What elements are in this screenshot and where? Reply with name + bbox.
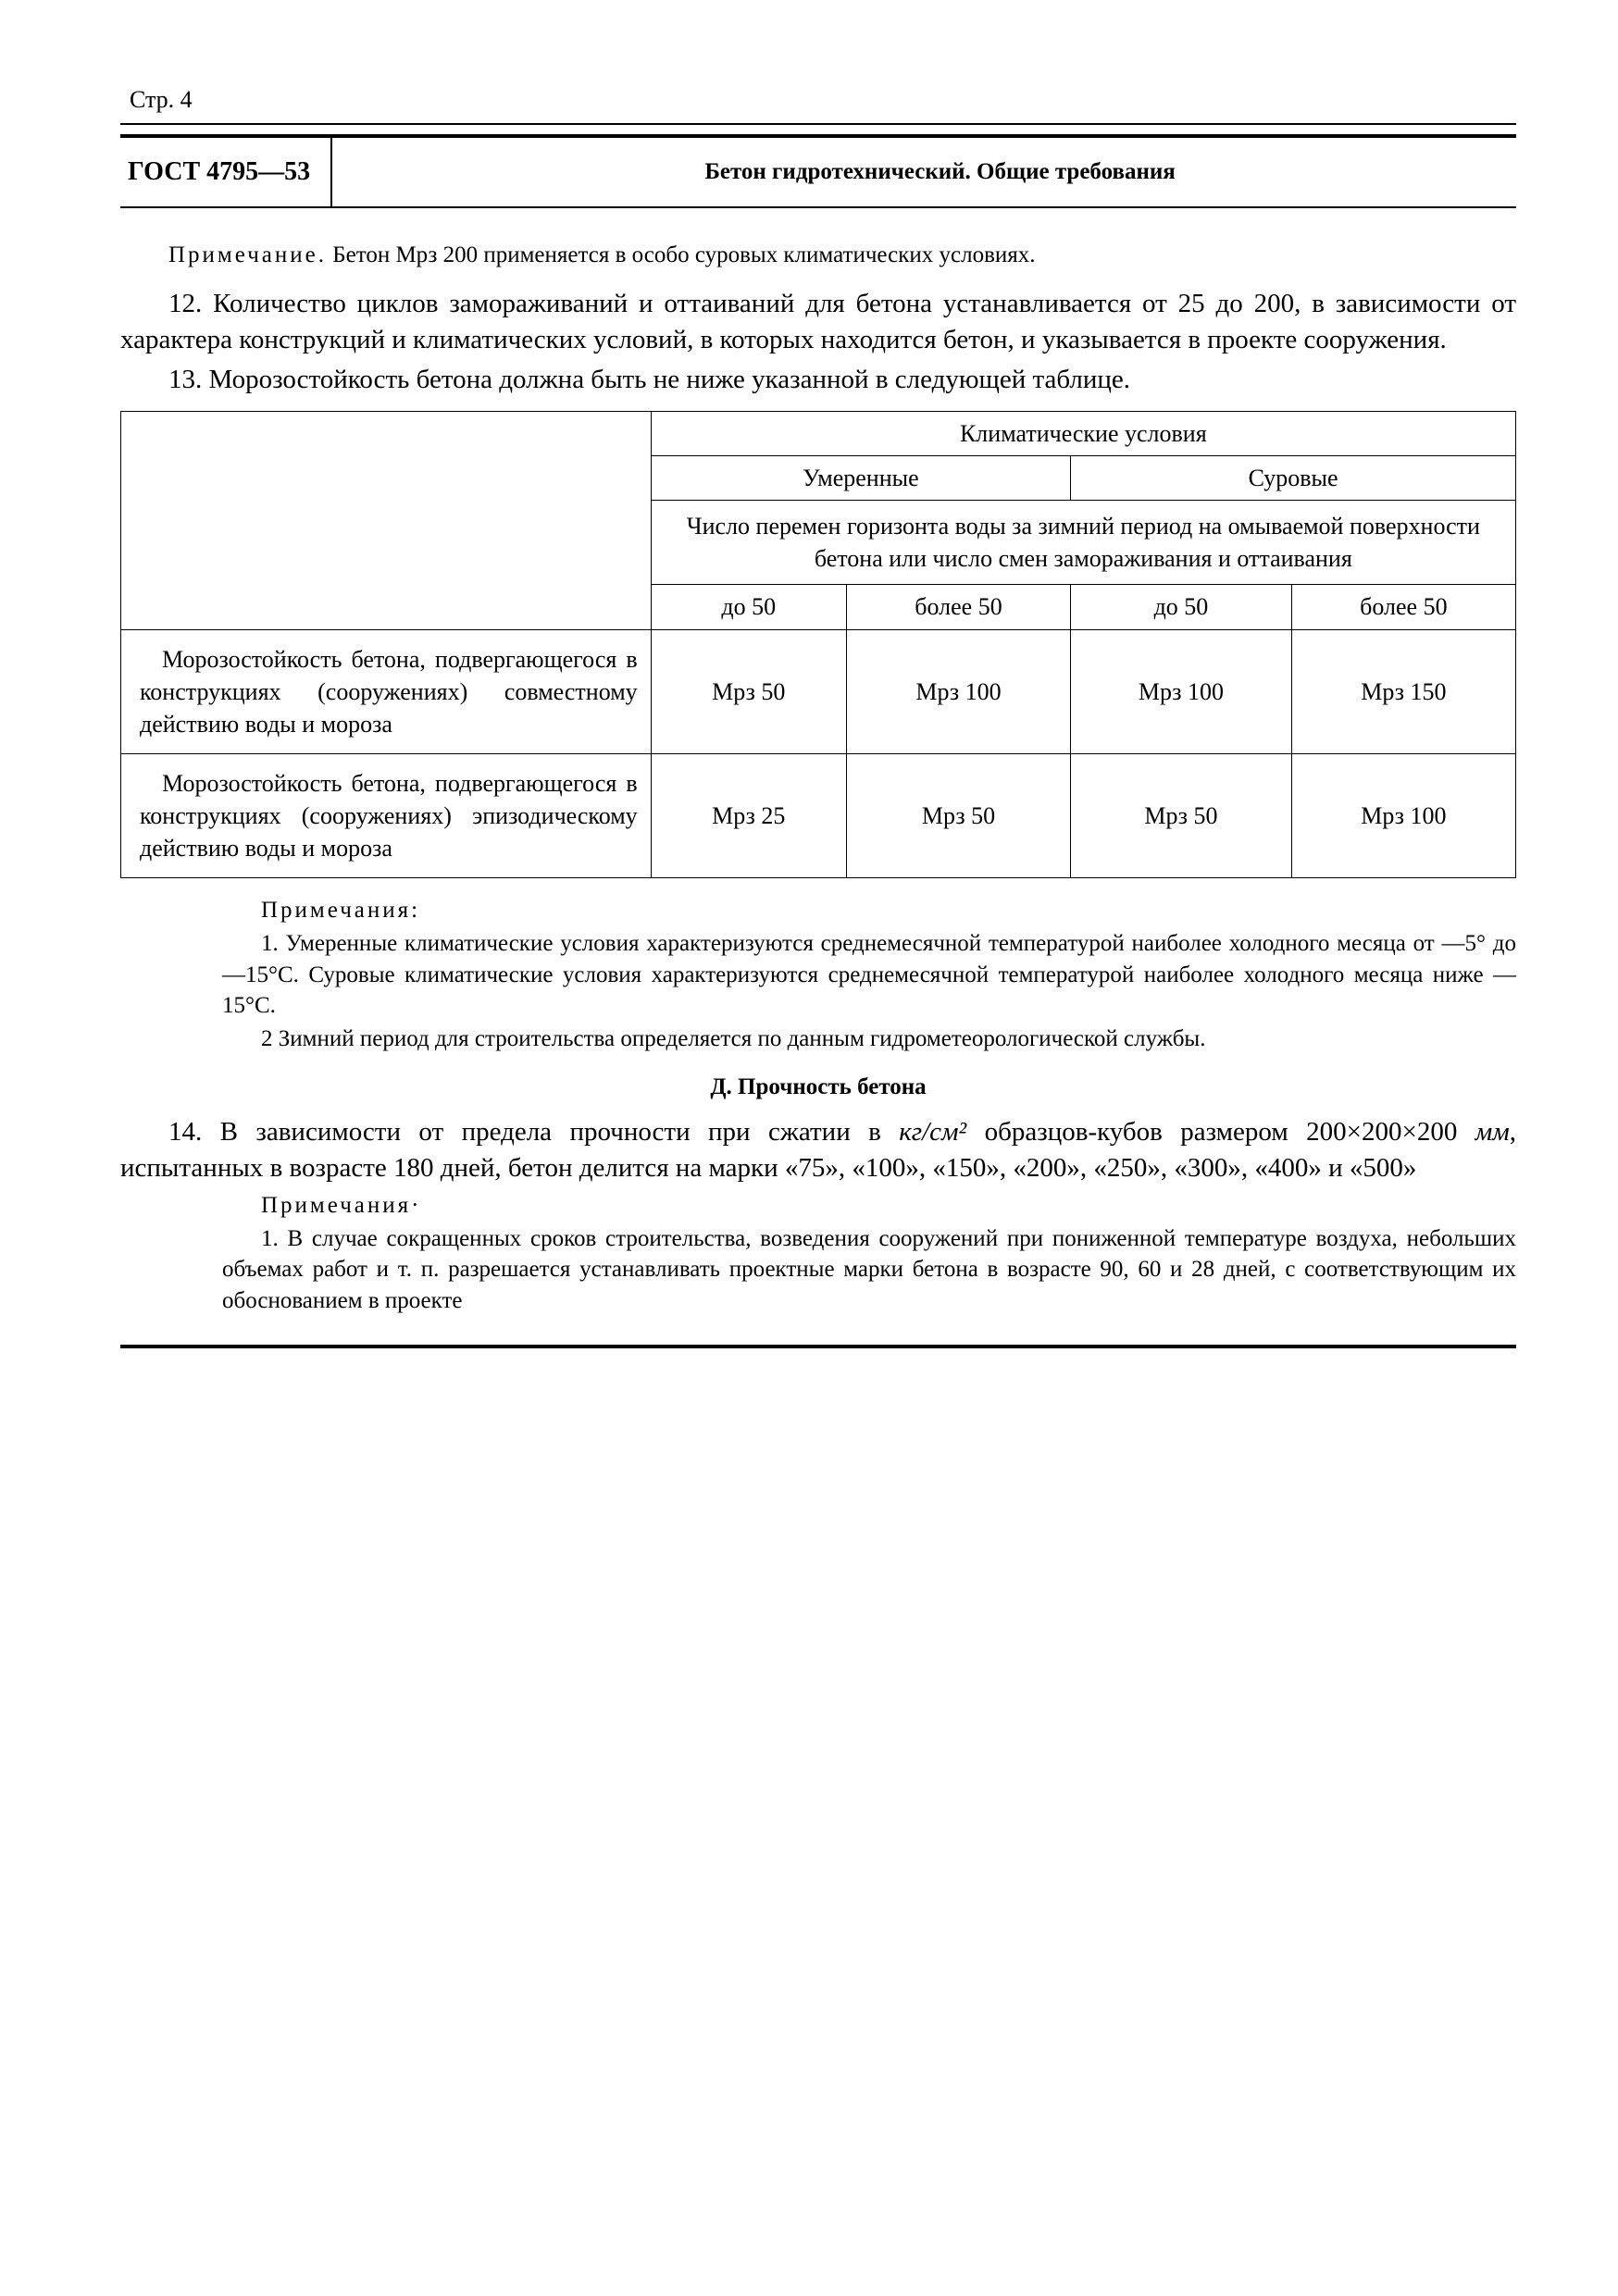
- notes2-item-1: 1. Умеренные климатические условия харак…: [222, 928, 1516, 1022]
- row2-val-b: Мрз 50: [846, 753, 1070, 877]
- row2-label: Морозостойкость бетона, подвергающегося …: [121, 753, 652, 877]
- row2-val-d: Мрз 100: [1291, 753, 1515, 877]
- notes3-item-1: 1. В случае сокращенных сроков строитель…: [222, 1223, 1516, 1317]
- row1-label: Морозостойкость бетона, подвергающегося …: [121, 629, 652, 753]
- rule-top: [120, 123, 1516, 125]
- paragraph-12: 12. Количество циклов замораживаний и от…: [120, 286, 1516, 358]
- row2-val-a: Мрз 25: [651, 753, 846, 877]
- row1-val-a: Мрз 50: [651, 629, 846, 753]
- table-header-severe: Суровые: [1071, 456, 1516, 501]
- gost-code: ГОСТ 4795—53: [120, 138, 332, 206]
- row1-val-d: Мрз 150: [1291, 629, 1515, 753]
- row2-val-c: Мрз 50: [1071, 753, 1292, 877]
- rule-bottom: [120, 1345, 1516, 1348]
- row1-val-c: Мрз 100: [1071, 629, 1292, 753]
- p14-mm: мм: [1475, 1117, 1510, 1147]
- table-row: Морозостойкость бетона, подвергающегося …: [121, 753, 1516, 877]
- col-more50-a: более 50: [846, 585, 1070, 629]
- notes2-label: Примечания:: [261, 898, 420, 923]
- col-more50-b: более 50: [1291, 585, 1515, 629]
- section-d-footnotes: Примечания· 1. В случае сокращенных срок…: [120, 1190, 1516, 1317]
- rule-header-bottom: [120, 206, 1516, 208]
- paragraph-14: 14. В зависимости от предела прочности п…: [120, 1114, 1516, 1186]
- table-header-moderate: Умеренные: [651, 456, 1070, 501]
- page-number: Стр. 4: [130, 83, 1516, 116]
- table-header-climate: Климатические условия: [651, 412, 1515, 456]
- col-to50-b: до 50: [1071, 585, 1292, 629]
- paragraph-13: 13. Морозостойкость бетона должна быть н…: [120, 362, 1516, 398]
- table-row: Морозостойкость бетона, подвергающегося …: [121, 629, 1516, 753]
- note-text: Бетон Мрз 200 применяется в особо суровы…: [327, 242, 1036, 267]
- note-block: Примечание. Бетон Мрз 200 применяется в …: [120, 240, 1516, 271]
- table-stub-header: [121, 412, 652, 629]
- notes3-label: Примечания·: [261, 1193, 421, 1218]
- table-footnotes: Примечания: 1. Умеренные климатические у…: [120, 895, 1516, 1055]
- note-label: Примечание.: [168, 242, 327, 267]
- p14-pre: 14. В зависимости от предела прочности п…: [168, 1117, 899, 1147]
- row1-val-b: Мрз 100: [846, 629, 1070, 753]
- table-subheader: Число перемен горизонта воды за зимний п…: [651, 501, 1515, 585]
- p14-unit: кг/см²: [899, 1117, 966, 1147]
- notes2-item-2: 2 Зимний период для строительства опреде…: [222, 1024, 1516, 1055]
- document-title: Бетон гидротехнический. Общие требования: [332, 140, 1516, 205]
- document-header: ГОСТ 4795—53 Бетон гидротехнический. Общ…: [120, 134, 1516, 208]
- col-to50-a: до 50: [651, 585, 846, 629]
- p14-mid: образцов-кубов размером 200×200×200: [966, 1117, 1475, 1147]
- section-d-title: Д. Прочность бетона: [120, 1072, 1516, 1103]
- frost-resistance-table: Климатические условия Умеренные Суровые …: [120, 411, 1516, 878]
